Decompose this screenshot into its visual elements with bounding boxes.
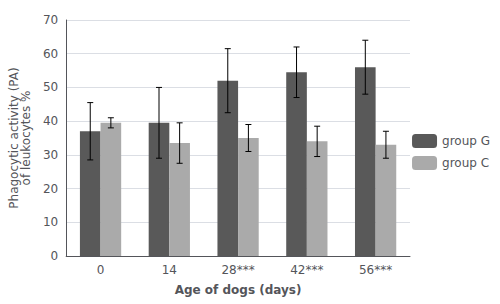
svg-text:70: 70 — [43, 13, 58, 27]
svg-text:group C: group C — [442, 156, 489, 170]
svg-text:group G: group G — [442, 134, 490, 148]
svg-text:40: 40 — [43, 114, 58, 128]
svg-text:10: 10 — [43, 215, 58, 229]
svg-text:56***: 56*** — [359, 263, 392, 277]
svg-text:50: 50 — [43, 80, 58, 94]
svg-text:Phagocytic activity (PA): Phagocytic activity (PA) — [7, 67, 21, 209]
svg-text:28***: 28*** — [221, 263, 254, 277]
svg-text:Age of dogs (days): Age of dogs (days) — [175, 283, 302, 297]
svg-text:60: 60 — [43, 47, 58, 61]
svg-text:20: 20 — [43, 182, 58, 196]
svg-text:of leukocytes %: of leukocytes % — [19, 91, 33, 186]
svg-text:0: 0 — [97, 263, 105, 277]
svg-text:14: 14 — [162, 263, 177, 277]
svg-text:30: 30 — [43, 148, 58, 162]
svg-text:42***: 42*** — [290, 263, 323, 277]
svg-text:0: 0 — [51, 249, 59, 263]
